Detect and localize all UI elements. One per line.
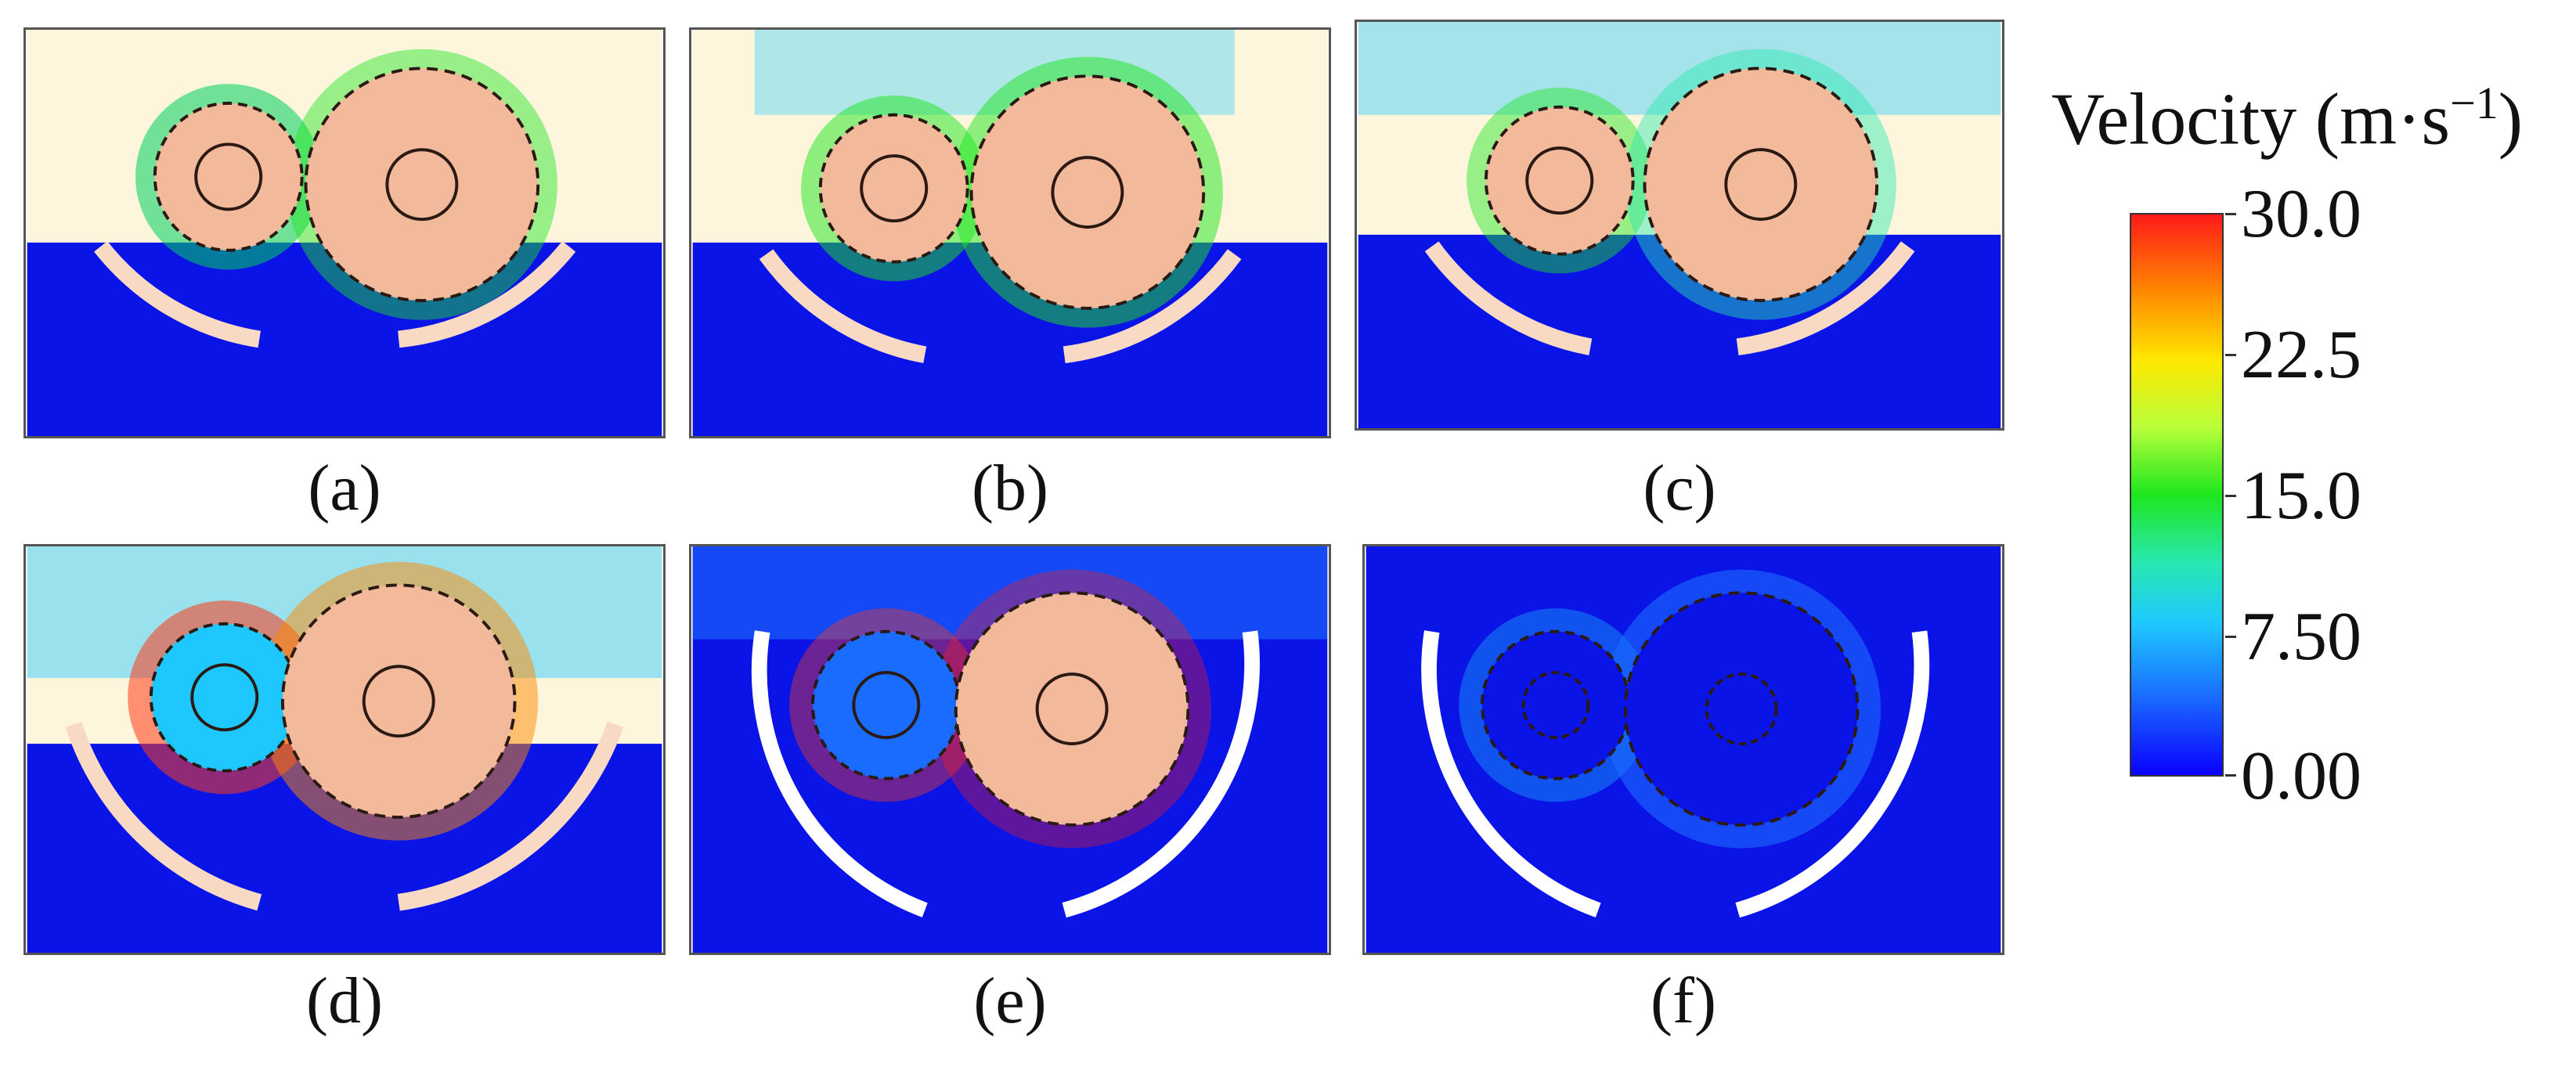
colorbar-tick-mark (2225, 495, 2236, 497)
panel-f (1362, 544, 2004, 955)
colorbar-title-text: Velocity (m·s (2051, 78, 2451, 160)
scene-b (692, 30, 1328, 436)
scene-e (692, 546, 1328, 953)
scene-c (1358, 22, 2001, 428)
panel-label-a: (a) (308, 452, 381, 524)
scene-d (27, 546, 662, 953)
panel-label-b: (b) (972, 452, 1048, 524)
colorbar-tick-label: 15.0 (2241, 458, 2361, 534)
panel-a (23, 27, 666, 438)
colorbar-title: Velocity (m·s−1) (2051, 77, 2523, 161)
colorbar-title-exponent: −1 (2450, 78, 2498, 128)
colorbar-tick-mark (2225, 213, 2236, 215)
scene-a (27, 30, 662, 436)
panel-c (1355, 20, 2004, 431)
scene-f (1366, 546, 2001, 953)
panel-label-d: (d) (306, 964, 383, 1037)
panel-label-c: (c) (1643, 452, 1716, 524)
colorbar-tick-label: 30.0 (2241, 176, 2361, 252)
colorbar-title-close: ) (2498, 78, 2524, 160)
colorbar-gradient (2130, 213, 2224, 777)
colorbar-tick-label: 22.5 (2241, 317, 2361, 393)
colorbar-tick-mark (2225, 354, 2236, 356)
colorbar-tick-label: 7.50 (2241, 599, 2361, 675)
panel-d (23, 544, 666, 955)
colorbar-tick-mark (2225, 774, 2236, 777)
colorbar-tick-label: 0.00 (2241, 738, 2361, 814)
panel-b (689, 27, 1331, 438)
colorbar-tick-mark (2225, 636, 2236, 638)
panel-label-f: (f) (1651, 964, 1716, 1037)
panel-label-e: (e) (973, 964, 1047, 1037)
panel-e (689, 544, 1331, 955)
